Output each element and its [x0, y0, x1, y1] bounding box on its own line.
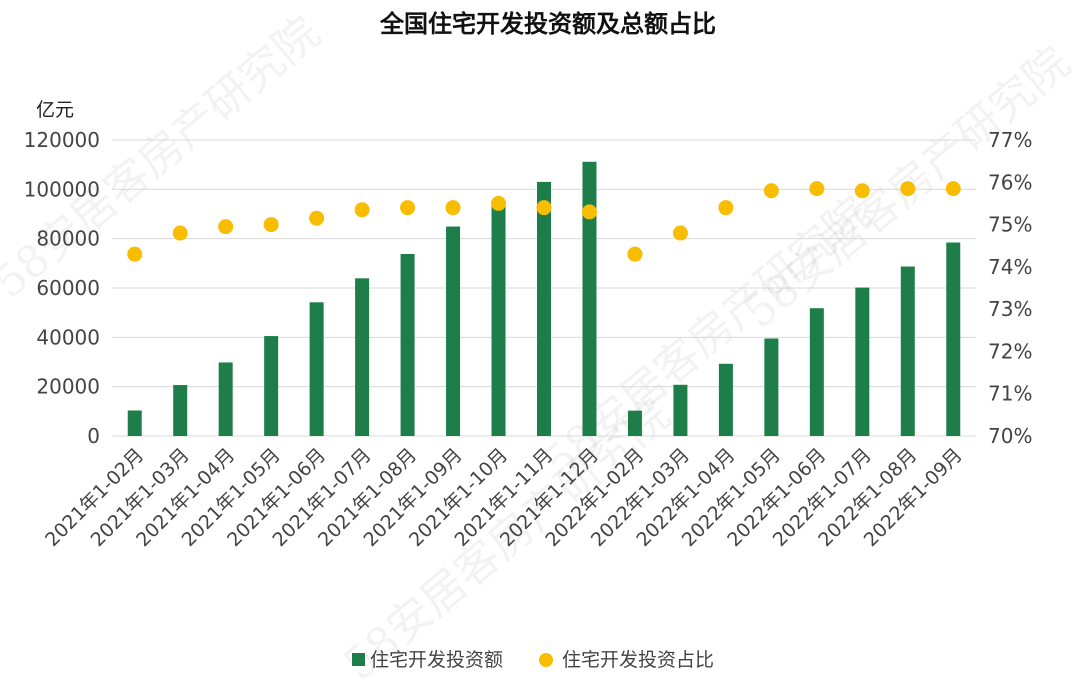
data-point: [763, 183, 779, 199]
bar: [264, 336, 279, 436]
left-tick-label: 80000: [36, 227, 100, 251]
x-axis-ticks: 2021年1-02月2021年1-03月2021年1-04月2021年1-05月…: [41, 444, 967, 551]
right-tick-label: 76%: [988, 170, 1032, 194]
bar: [718, 363, 733, 436]
right-tick-label: 72%: [988, 339, 1032, 363]
bar: [627, 410, 642, 436]
data-point: [627, 246, 643, 262]
data-point: [127, 246, 143, 262]
legend-label-bar: 住宅开发投资额: [370, 649, 503, 671]
right-axis-ticks: 70% 71% 72% 73% 74% 75% 76% 77%: [988, 128, 1032, 448]
bar: [491, 204, 506, 436]
left-tick-label: 120000: [24, 128, 100, 152]
bar: [309, 302, 324, 436]
right-tick-label: 77%: [988, 128, 1032, 152]
bar: [764, 338, 779, 436]
chart-title: 全国住宅开发投资额及总额占比: [379, 10, 716, 38]
data-point: [309, 210, 325, 226]
data-point: [536, 200, 552, 216]
data-point: [218, 219, 234, 235]
legend-label-dot: 住宅开发投资占比: [562, 649, 714, 671]
bar: [855, 287, 870, 436]
data-point: [809, 181, 825, 197]
data-point: [900, 181, 916, 197]
bar: [582, 161, 597, 436]
data-point: [263, 217, 279, 233]
legend: 住宅开发投资额 住宅开发投资占比: [352, 649, 714, 671]
data-point: [400, 200, 416, 216]
data-point: [172, 225, 188, 241]
data-point: [672, 225, 688, 241]
bar: [809, 308, 824, 436]
right-tick-label: 71%: [988, 382, 1032, 406]
bar: [400, 253, 415, 436]
right-tick-label: 70%: [988, 424, 1032, 448]
bar: [446, 226, 461, 436]
left-tick-label: 60000: [36, 276, 100, 300]
bar: [173, 385, 188, 436]
bar: [946, 242, 961, 436]
right-tick-label: 75%: [988, 213, 1032, 237]
legend-swatch-bar: [352, 653, 365, 666]
right-tick-label: 73%: [988, 297, 1032, 321]
bar: [673, 384, 688, 436]
data-point: [581, 204, 597, 220]
bar: [127, 410, 142, 436]
left-axis-unit: 亿元: [36, 99, 74, 121]
data-point: [445, 200, 461, 216]
watermark-text: 58安居客房产研究院: [0, 7, 330, 308]
legend-swatch-dot: [539, 653, 553, 667]
left-tick-label: 40000: [36, 325, 100, 349]
left-tick-label: 20000: [36, 375, 100, 399]
right-tick-label: 74%: [988, 255, 1032, 279]
left-axis-ticks: 0 20000 40000 60000 80000 100000 120000: [24, 128, 100, 448]
data-point: [491, 195, 507, 211]
data-point: [945, 181, 961, 197]
left-tick-label: 0: [87, 424, 100, 448]
bar: [355, 278, 370, 436]
bar: [537, 181, 551, 436]
bar: [218, 362, 233, 436]
bar-series: [127, 161, 961, 436]
data-point: [718, 200, 734, 216]
data-point: [854, 183, 870, 199]
data-point: [354, 202, 370, 218]
bar: [900, 266, 915, 436]
left-tick-label: 100000: [24, 177, 100, 201]
dot-series: [127, 181, 961, 262]
